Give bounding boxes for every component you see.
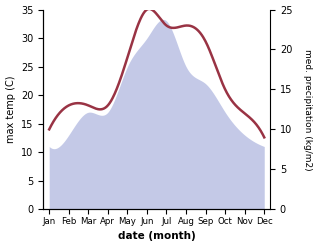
X-axis label: date (month): date (month) bbox=[118, 231, 196, 242]
Y-axis label: med. precipitation (kg/m2): med. precipitation (kg/m2) bbox=[303, 49, 313, 170]
Y-axis label: max temp (C): max temp (C) bbox=[5, 76, 16, 143]
